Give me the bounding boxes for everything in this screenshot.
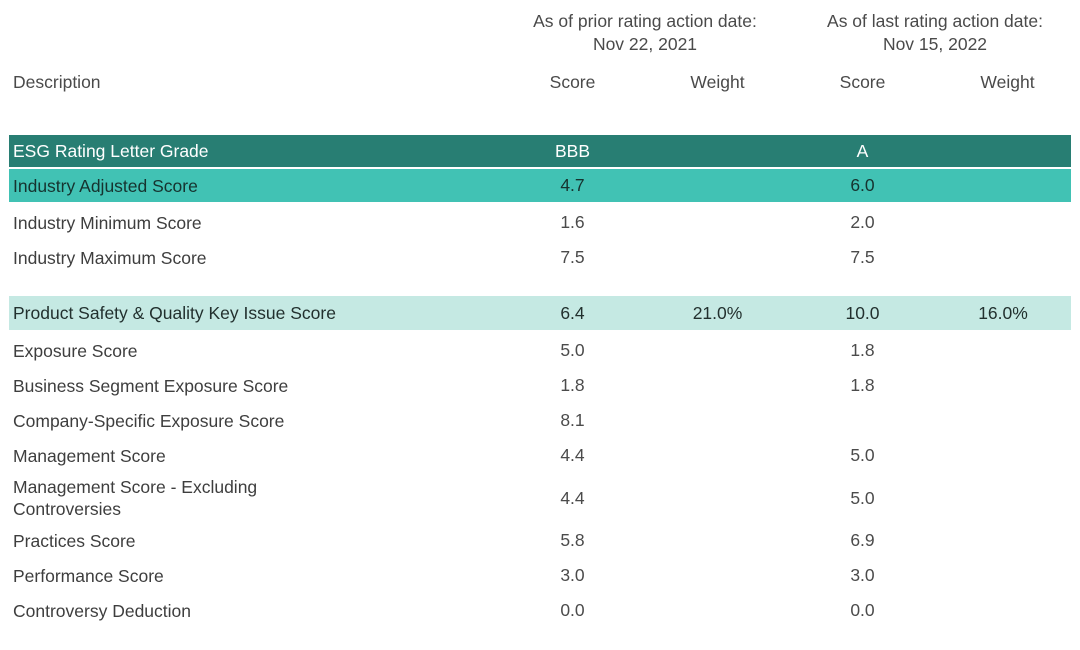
header-spacer — [0, 10, 500, 56]
prior-weight-column-header: Weight — [690, 71, 745, 92]
prior-score-cell: 4.7 — [560, 175, 585, 195]
table-row: ESG Rating Letter Grade BBB A — [9, 135, 1071, 167]
prior-rating-group-date: Nov 22, 2021 — [592, 34, 698, 54]
column-group-headers: As of prior rating action date: Nov 22, … — [0, 0, 1080, 56]
row-label: Industry Maximum Score — [13, 247, 207, 268]
description-column-header: Description — [13, 71, 101, 92]
prior-score-cell: 4.4 — [560, 487, 585, 508]
table-row: Performance Score 3.0 3.0 — [9, 558, 1071, 593]
row-label: Management Score — [13, 445, 166, 466]
row-label: Industry Adjusted Score — [13, 175, 198, 196]
last-score-cell: 2.0 — [850, 212, 875, 232]
prior-rating-group-title: As of prior rating action date: — [533, 11, 757, 31]
table-row: Exposure Score 5.0 1.8 — [9, 333, 1071, 368]
last-weight-column-header: Weight — [980, 71, 1035, 92]
last-score-cell: 6.9 — [850, 530, 875, 550]
prior-rating-column-group: As of prior rating action date: Nov 22, … — [500, 10, 790, 56]
last-score-cell: 10.0 — [845, 302, 880, 323]
last-score-cell: 6.0 — [850, 175, 875, 195]
row-label: Practices Score — [13, 530, 136, 551]
row-label: Management Score - Excluding Controversi… — [13, 477, 258, 519]
row-label: Controversy Deduction — [13, 600, 191, 621]
last-rating-group-title: As of last rating action date: — [827, 11, 1043, 31]
column-label-row: Description Score Weight Score Weight — [0, 71, 1080, 93]
row-label: ESG Rating Letter Grade — [13, 141, 209, 161]
table-header: As of prior rating action date: Nov 22, … — [0, 0, 1080, 93]
last-score-cell: 1.8 — [850, 375, 875, 395]
last-rating-group-date: Nov 15, 2022 — [882, 34, 988, 54]
table-row: Company-Specific Exposure Score 8.1 — [9, 403, 1071, 438]
last-rating-column-group: As of last rating action date: Nov 15, 2… — [790, 10, 1080, 56]
prior-score-cell: 3.0 — [560, 565, 585, 585]
prior-score-cell: 4.4 — [560, 445, 585, 465]
table-row: Product Safety & Quality Key Issue Score… — [9, 296, 1071, 330]
table-row: Business Segment Exposure Score 1.8 1.8 — [9, 368, 1071, 403]
row-label: Company-Specific Exposure Score — [13, 410, 285, 431]
row-label: Product Safety & Quality Key Issue Score — [13, 303, 336, 323]
prior-score-cell: 0.0 — [560, 600, 585, 620]
prior-score-cell: 5.8 — [560, 530, 585, 550]
prior-score-cell: BBB — [554, 140, 591, 161]
row-label: Industry Minimum Score — [13, 212, 202, 233]
prior-score-cell: 1.6 — [560, 212, 585, 232]
table-row: Industry Minimum Score 1.6 2.0 — [9, 205, 1071, 240]
last-score-cell: 3.0 — [850, 565, 875, 585]
table-row: Management Score 4.4 5.0 — [9, 438, 1071, 473]
row-label: Business Segment Exposure Score — [13, 375, 289, 396]
table-row: Practices Score 5.8 6.9 — [9, 523, 1071, 558]
last-score-column-header: Score — [839, 71, 886, 92]
last-score-cell: 5.0 — [850, 487, 875, 508]
row-label: Exposure Score — [13, 340, 138, 361]
prior-score-cell: 5.0 — [560, 340, 585, 360]
prior-score-cell: 6.4 — [560, 302, 585, 323]
table-row: Industry Adjusted Score 4.7 6.0 — [9, 169, 1071, 202]
last-score-cell: 5.0 — [850, 445, 875, 465]
prior-score-cell: 7.5 — [560, 247, 585, 267]
table-row: Controversy Deduction 0.0 0.0 — [9, 593, 1071, 628]
last-score-cell: 1.8 — [850, 340, 875, 360]
table-body: ESG Rating Letter Grade BBB A Industry Adju… — [0, 135, 1080, 628]
prior-score-cell: 1.8 — [560, 375, 585, 395]
last-score-cell: A — [856, 140, 869, 161]
prior-weight-cell: 21.0% — [692, 302, 743, 323]
table-row: Industry Maximum Score 7.5 7.5 — [9, 240, 1071, 275]
last-score-cell: 0.0 — [850, 600, 875, 620]
last-score-cell: 7.5 — [850, 247, 875, 267]
prior-score-column-header: Score — [549, 71, 596, 92]
row-label: Performance Score — [13, 565, 164, 586]
prior-score-cell: 8.1 — [560, 410, 585, 430]
table-row: Management Score - Excluding Controversi… — [9, 473, 1071, 523]
last-weight-cell: 16.0% — [978, 302, 1028, 323]
